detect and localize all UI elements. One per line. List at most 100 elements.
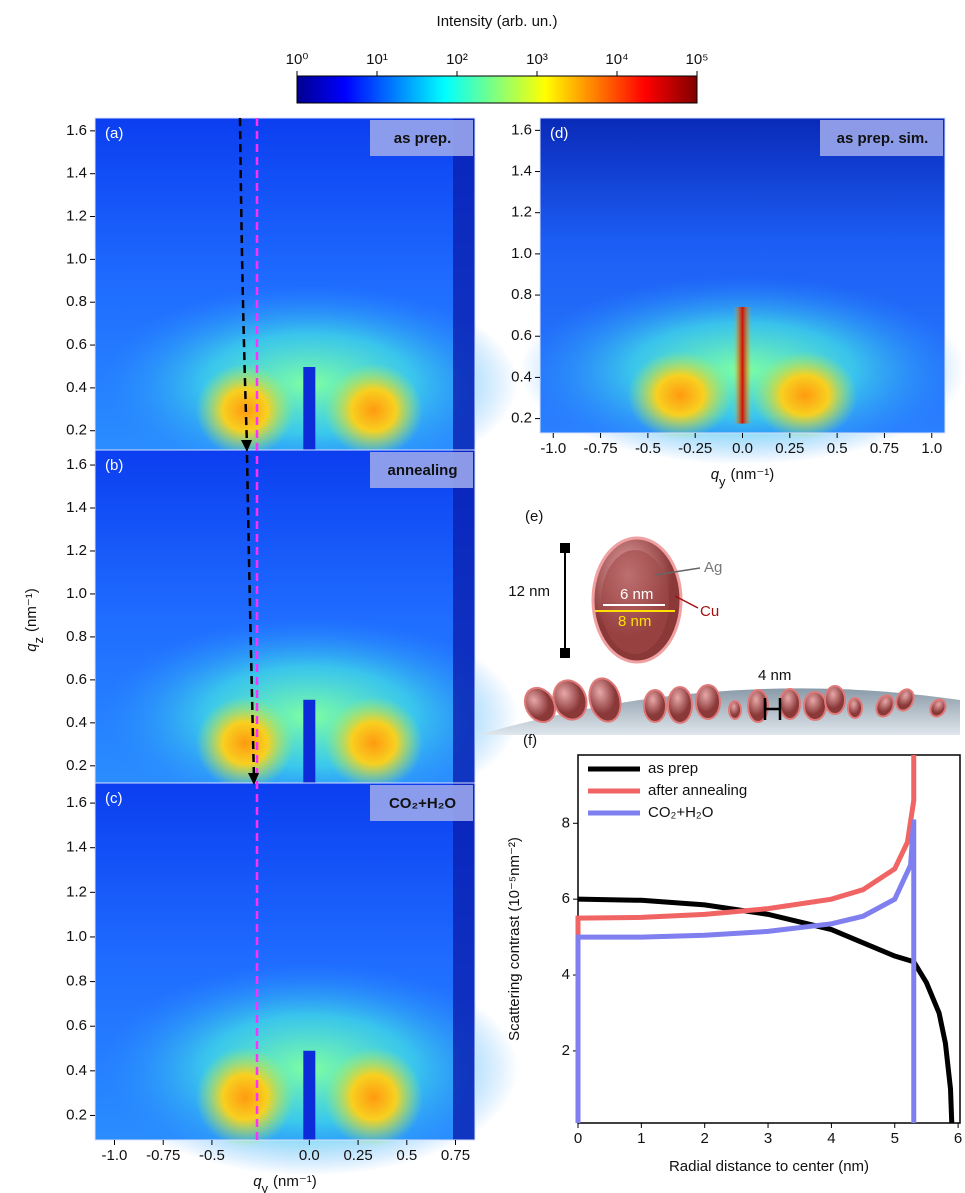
arrow-head — [241, 440, 252, 452]
particle — [695, 684, 721, 720]
y-tick-label: 0.2 — [66, 422, 87, 439]
particle — [895, 688, 915, 712]
y-tick-label: 1.0 — [66, 250, 87, 267]
particle — [588, 677, 622, 723]
x-tick-label: 0.75 — [870, 440, 899, 457]
gap-marker — [763, 698, 782, 720]
condition-label: as prep. — [394, 130, 452, 147]
heatmap-edge — [453, 783, 475, 1140]
x-tick-label: -0.75 — [146, 1147, 180, 1164]
axis-title: qy (nm⁻¹) — [253, 1173, 317, 1193]
particle — [847, 697, 863, 719]
core-label: Ag — [704, 559, 722, 576]
axis-title-part: z — [31, 637, 46, 644]
y-tick-label: 2 — [562, 1042, 570, 1059]
particle — [779, 688, 801, 720]
plot-frame — [94, 782, 476, 1141]
y-tick-label: 1.4 — [66, 839, 87, 856]
x-tick-label: -0.5 — [199, 1147, 225, 1164]
x-tick-label: 0.0 — [732, 440, 753, 457]
condition-label: CO₂+H₂O — [389, 795, 456, 812]
particle — [875, 694, 895, 718]
x-tick-label: 0.25 — [775, 440, 804, 457]
x-tick-label: 4 — [827, 1130, 835, 1147]
panel-label: (a) — [105, 125, 123, 142]
panel-label: (f) — [523, 732, 537, 749]
leader — [674, 595, 699, 609]
x-tick-label: 1 — [637, 1130, 645, 1147]
panel-label: (b) — [105, 457, 123, 474]
height-label: 12 nm — [508, 583, 550, 600]
legend-label: as prep — [648, 760, 698, 777]
x-tick-label: 6 — [954, 1130, 962, 1147]
particle — [929, 698, 947, 718]
heatmap-spot — [627, 351, 733, 440]
heatmaps — [94, 117, 965, 1176]
label-box — [370, 452, 473, 488]
heatmap — [94, 117, 519, 484]
legend-label: CO₂+H₂O — [648, 804, 713, 821]
core-size: 6 nm — [620, 586, 653, 603]
axis-title: qz (nm⁻¹) — [23, 588, 46, 652]
y-tick-label: 1.6 — [66, 122, 87, 139]
y-tick-label: 0.2 — [511, 410, 532, 427]
y-tick-label: 0.4 — [66, 1062, 87, 1079]
series-line — [575, 755, 917, 1123]
panel-label: (e) — [525, 508, 543, 525]
y-tick-label: 6 — [562, 890, 570, 907]
scale-end — [560, 648, 570, 658]
axis-title-part: (nm⁻¹) — [273, 1173, 317, 1190]
y-tick-label: 8 — [562, 814, 570, 831]
heatmap — [94, 782, 519, 1176]
y-tick-label: 0.4 — [66, 714, 87, 731]
axis-title-part: q — [23, 643, 40, 652]
diagram: (e) 4 nm 12 nm 6 nm 8 nm — [478, 508, 960, 735]
y-tick-label: 1.0 — [511, 245, 532, 262]
y-tick-label: 1.6 — [66, 456, 87, 473]
colorbar-title: Intensity (arb. un.) — [437, 13, 558, 30]
y-tick-label: 4 — [562, 966, 570, 983]
heatmap — [94, 449, 519, 817]
axis-title: qy (nm⁻¹) — [711, 466, 775, 489]
y-tick-label: 1.4 — [511, 162, 532, 179]
heatmap-spot — [195, 1047, 295, 1148]
colorbar-tick-label: 10⁴ — [605, 51, 628, 68]
particle — [803, 691, 827, 721]
y-tick-label: 1.4 — [66, 165, 87, 182]
arrow — [238, 117, 249, 446]
gap-label: 4 nm — [758, 667, 791, 684]
arrow — [245, 454, 256, 779]
beam-stop — [303, 699, 316, 783]
heatmap-edge — [453, 450, 475, 783]
x-tick-label: 0.75 — [441, 1147, 470, 1164]
particle — [552, 679, 588, 721]
legend-label: after annealing — [648, 782, 747, 799]
x-tick-label: 0.5 — [396, 1147, 417, 1164]
heatmap-spot — [195, 696, 295, 790]
y-tick-label: 0.8 — [511, 286, 532, 303]
shell-label: Cu — [700, 603, 719, 620]
colorbar-tick-label: 10¹ — [366, 51, 388, 68]
particle — [728, 700, 742, 720]
heatmap-spot — [324, 1047, 423, 1148]
axis-title-part: y — [262, 1181, 269, 1193]
x-tick-label: -1.0 — [540, 440, 566, 457]
x-tick-label: -0.5 — [635, 440, 661, 457]
y-tick-label: 0.8 — [66, 293, 87, 310]
y-tick-label: 0.6 — [66, 671, 87, 688]
axis-title-part: q — [711, 466, 720, 483]
particle — [747, 689, 769, 723]
colorbar-tick-label: 10⁵ — [686, 51, 709, 68]
heatmap-edge — [453, 118, 475, 450]
colorbar-tick-label: 10⁰ — [286, 51, 309, 68]
scale-end — [560, 543, 570, 553]
y-tick-label: 1.0 — [66, 585, 87, 602]
colorbar — [296, 75, 698, 104]
x-tick-label: 3 — [764, 1130, 772, 1147]
label-box — [820, 120, 943, 156]
series-line — [575, 819, 917, 1123]
heatmap-spot — [752, 351, 858, 440]
